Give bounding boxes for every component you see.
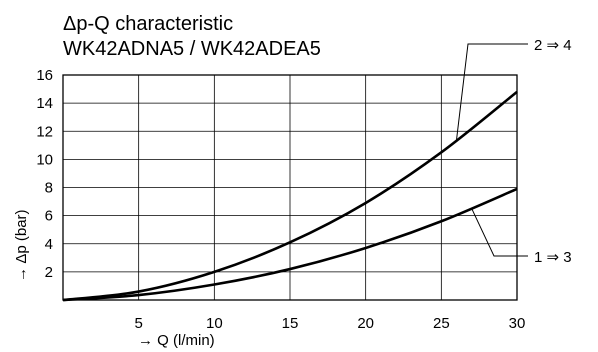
x-tick-label: 5 bbox=[134, 315, 142, 332]
y-tick-label: 2 bbox=[45, 264, 53, 281]
y-tick-label: 8 bbox=[45, 180, 53, 197]
y-axis-label: → Δp (bar) bbox=[13, 209, 30, 282]
x-tick-label: 15 bbox=[282, 315, 299, 332]
series-callouts: 2 ⇒ 4 1 ⇒ 3 bbox=[455, 37, 572, 266]
tick-labels: 5 10 15 20 25 30 2 4 6 8 10 12 14 16 bbox=[36, 67, 525, 332]
x-axis-label: → Q (l/min) bbox=[138, 332, 215, 349]
y-tick-label: 12 bbox=[36, 123, 53, 140]
y-tick-label: 6 bbox=[45, 208, 53, 225]
series-line bbox=[62, 90, 518, 302]
x-tick-label: 10 bbox=[206, 315, 223, 332]
chart-subtitle: WK42ADNA5 / WK42ADEA5 bbox=[63, 38, 321, 60]
callout-line bbox=[471, 208, 528, 257]
y-tick-label: 14 bbox=[36, 95, 53, 112]
x-tick-label: 25 bbox=[433, 315, 450, 332]
series-line bbox=[62, 187, 518, 302]
plot-frame bbox=[62, 74, 518, 301]
x-tick-label: 20 bbox=[357, 315, 374, 332]
chart-title: Δp-Q characteristic bbox=[63, 13, 234, 35]
y-tick-label: 4 bbox=[45, 236, 53, 253]
series-label: 1 ⇒ 3 bbox=[534, 249, 572, 266]
y-tick-label: 10 bbox=[36, 151, 53, 168]
series-label: 2 ⇒ 4 bbox=[534, 37, 572, 54]
callout-line bbox=[455, 43, 528, 141]
plot-border bbox=[62, 74, 518, 301]
series-lines bbox=[62, 90, 518, 302]
y-tick-label: 16 bbox=[36, 67, 53, 84]
grid-lines bbox=[63, 75, 517, 300]
x-tick-label: 30 bbox=[509, 315, 526, 332]
